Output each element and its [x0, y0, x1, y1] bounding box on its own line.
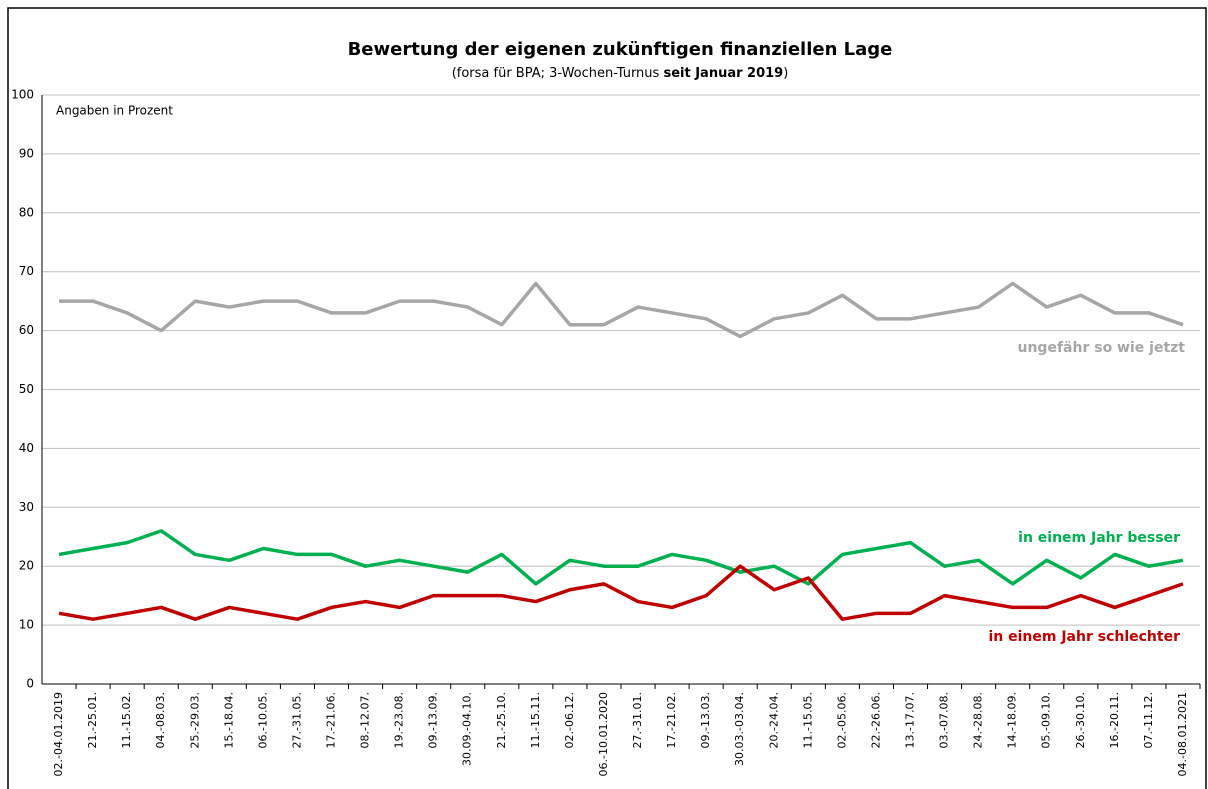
- frame: [7, 7, 1207, 789]
- y-tick-label: 40: [19, 441, 34, 455]
- x-tick-label: 06.-10.01.2020: [597, 692, 610, 776]
- x-tick-label: 11.-15.02.: [120, 692, 133, 748]
- x-tick-label: 14.-18.09.: [1006, 692, 1019, 748]
- series-label: in einem Jahr besser: [1018, 530, 1180, 546]
- y-tick-label: 0: [26, 677, 34, 691]
- x-tick-label: 02.-05.06.: [835, 692, 848, 748]
- series-line: [59, 281, 1184, 339]
- x-tick-label: 04.-08.01.2021: [1176, 692, 1189, 776]
- x-tick-label: 11.-15.05.: [801, 692, 814, 748]
- x-tick-label: 25.-29.03.: [188, 692, 201, 748]
- x-tick-label: 09.-13.09.: [427, 692, 440, 748]
- x-tick-label: 20.-24.04.: [767, 692, 780, 748]
- x-tick-label: 27.-31.01.: [631, 692, 644, 748]
- y-tick-label: 90: [19, 146, 34, 160]
- x-tick-label: 24.-28.08.: [972, 692, 985, 748]
- annotation: Angaben in Prozent: [56, 104, 173, 118]
- subtitle-part: seit Januar 2019: [663, 66, 783, 81]
- series-line: [58, 529, 1184, 586]
- x-tick-label: 02.-04.01.2019: [52, 692, 65, 776]
- x-tick-label: 07.-11.12.: [1142, 692, 1155, 748]
- x-tick-label: 04.-08.03.: [154, 692, 167, 748]
- y-tick-label: 10: [19, 618, 34, 632]
- x-tick-label: 30.09.-04.10.: [461, 692, 474, 766]
- y-tick-label: 50: [19, 382, 34, 396]
- x-tick-label: 06.-10.05.: [256, 692, 269, 748]
- x-tick-label: 26.-30.10.: [1074, 692, 1087, 748]
- x-tick-label: 22.-26.06.: [869, 692, 882, 748]
- subtitle-part: ): [783, 66, 788, 81]
- series-label: ungefähr so wie jetzt: [1018, 340, 1186, 356]
- x-tick-label: 19.-23.08.: [393, 692, 406, 748]
- chart-subtitle: (forsa für BPA; 3-Wochen-Turnus seit Jan…: [452, 66, 789, 81]
- series-label: in einem Jahr schlechter: [988, 629, 1180, 645]
- chart-title: Bewertung der eigenen zukünftigen finanz…: [348, 39, 893, 60]
- x-tick-label: 27.-31.05.: [290, 692, 303, 748]
- x-tick-label: 09.-13.03.: [699, 692, 712, 748]
- y-tick-label: 20: [19, 559, 34, 573]
- x-tick-label: 17.-21.06.: [325, 692, 338, 748]
- x-tick-label: 17.-21.02.: [665, 692, 678, 748]
- subtitle-part: (forsa für BPA; 3-Wochen-Turnus: [452, 66, 664, 81]
- x-tick-label: 03.-07.08.: [938, 692, 951, 748]
- y-tick-label: 70: [19, 264, 34, 278]
- y-tick-label: 60: [19, 323, 34, 337]
- x-tick-label: 13.-17.07.: [904, 692, 917, 748]
- series-line: [58, 564, 1184, 621]
- x-tick-label: 02.-06.12.: [563, 692, 576, 748]
- x-tick-label: 16.-20.11.: [1108, 692, 1121, 748]
- y-tick-label: 100: [11, 88, 34, 102]
- y-tick-label: 80: [19, 205, 34, 219]
- x-tick-label: 30.03.-03.04.: [733, 692, 746, 766]
- x-tick-label: 15.-18.04.: [222, 692, 235, 748]
- x-tick-label: 08.-12.07.: [359, 692, 372, 748]
- x-tick-label: 21.-25.01.: [86, 692, 99, 748]
- x-tick-label: 11.-15.11.: [529, 692, 542, 748]
- x-tick-label: 21.-25.10.: [495, 692, 508, 748]
- y-tick-label: 30: [19, 500, 34, 514]
- x-tick-label: 05.-09.10.: [1040, 692, 1053, 748]
